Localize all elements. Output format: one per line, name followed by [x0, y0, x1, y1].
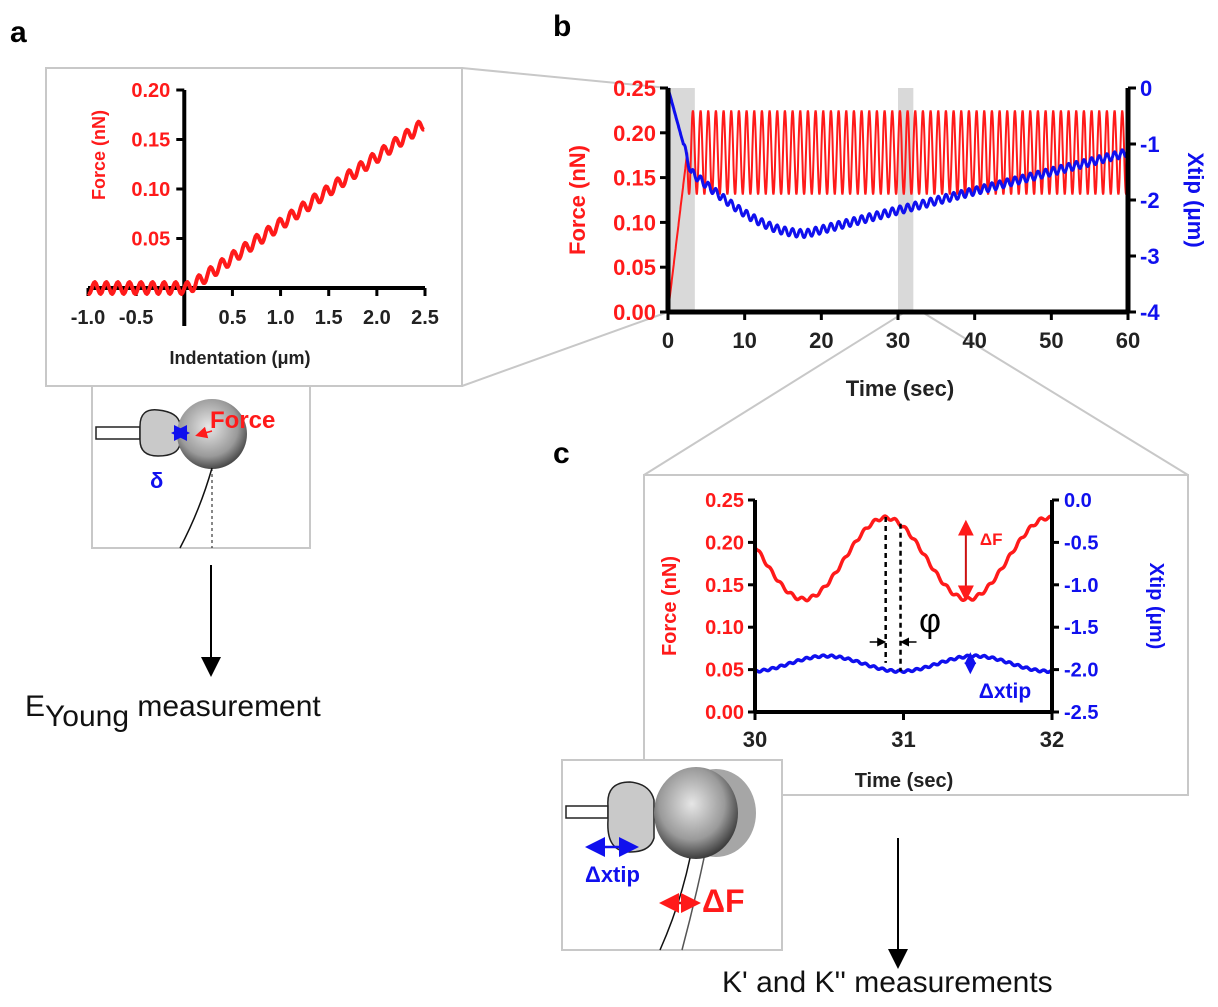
- c-ytick-label: 0.10: [705, 617, 744, 639]
- a-ylabel: Force (nN): [89, 110, 109, 200]
- connector-a-bottom: [461, 311, 669, 387]
- connector-a-top: [461, 67, 669, 89]
- c-ylabel-right: Xtip (μm): [1145, 563, 1167, 650]
- caption-a-suffix: measurement: [129, 690, 321, 723]
- c-ytick-label: 0.20: [705, 532, 744, 554]
- b-ytick-right-label: -2: [1140, 188, 1160, 213]
- cantilever-a: [179, 467, 213, 549]
- a-xtick-label: 0.5: [219, 307, 247, 329]
- b-xtick-label: 60: [1116, 328, 1140, 353]
- c-xtick-label: 30: [743, 727, 767, 752]
- cell-a: [139, 409, 181, 457]
- delta-label-a: δ: [150, 468, 163, 493]
- pipette-c: [565, 805, 609, 819]
- c-ytick-label: 0.25: [705, 490, 744, 512]
- a-ytick-label: 0.10: [131, 179, 170, 201]
- b-ytick-right-label: -4: [1140, 300, 1160, 325]
- panel-letter-a: a: [10, 16, 27, 49]
- c-ytick-right-label: -1.5: [1064, 617, 1098, 639]
- b-xtick-label: 30: [886, 328, 910, 353]
- chart-a: 0.05 0.10 0.15 0.20 -1.0 -0.5 0.5 1.0 1.5 2.0 2.5 I…: [71, 80, 439, 368]
- force-label-a: Force: [210, 407, 275, 434]
- connector-c-left: [643, 311, 906, 476]
- b-ytick-label: 0.10: [613, 210, 656, 235]
- c-ytick-label: 0.15: [705, 575, 744, 597]
- b-ylabel-right: Xtip (μm): [1183, 152, 1208, 247]
- c-ytick-label: 0.05: [705, 660, 744, 682]
- c-phi-label: φ: [919, 602, 941, 640]
- pipette-a: [95, 426, 141, 440]
- b-xtick-label: 20: [809, 328, 833, 353]
- c-ylabel: Force (nN): [659, 556, 681, 656]
- cell-c: [607, 781, 655, 853]
- c-xtip-series: [755, 653, 1053, 675]
- b-ytick-label: 0.15: [613, 166, 656, 191]
- c-dF-label: ΔF: [980, 530, 1003, 549]
- panel-a-frame: [45, 67, 463, 387]
- c-xtick-label: 32: [1040, 727, 1064, 752]
- b-xlabel: Time (sec): [846, 376, 954, 401]
- b-ytick-right-label: 0: [1140, 76, 1152, 101]
- zoom-connectors: [461, 67, 1189, 476]
- b-xtick-label: 50: [1039, 328, 1063, 353]
- bead-c: [654, 767, 738, 859]
- b-ytick-right-label: -3: [1140, 244, 1160, 269]
- connector-c-right: [921, 311, 1189, 476]
- bead-a: [177, 399, 247, 469]
- chart-b: 0.00 0.05 0.10 0.15 0.20 0.25 0 -1 -2 -3 -4 0 10 20 30…: [565, 76, 1208, 401]
- b-xtick-label: 0: [662, 328, 674, 353]
- chart-c: φ ΔF Δxtip 0.00 0.05 0.10 0.15 0.20 0.25 0.0 -0.5 -…: [659, 490, 1167, 792]
- a-force-series: [86, 119, 426, 296]
- schematic-c: Δxtip ΔF: [561, 759, 783, 951]
- a-xtick-label: -0.5: [119, 307, 153, 329]
- panel-letter-b: b: [553, 10, 571, 43]
- b-force-series: [667, 110, 1129, 313]
- a-xtick-label: 2.0: [363, 307, 391, 329]
- b-xtip-series: [666, 87, 1130, 240]
- c-dxtip-label: Δxtip: [979, 680, 1031, 703]
- caption-a-prefix: E: [25, 690, 46, 723]
- b-ytick-label: 0.05: [613, 255, 656, 280]
- force-arrow-a: [195, 426, 213, 439]
- panel-c-frame: [643, 474, 1189, 796]
- a-ytick-label: 0.05: [131, 229, 170, 251]
- b-xtick-label: 10: [732, 328, 756, 353]
- c-ytick-right-label: 0.0: [1064, 490, 1092, 512]
- c-ytick-right-label: -1.0: [1064, 575, 1098, 597]
- panel-letter-c: c: [553, 437, 570, 470]
- c-ytick-right-label: -0.5: [1064, 532, 1098, 554]
- a-xtick-label: 2.5: [411, 307, 439, 329]
- caption-a-sub: Young: [45, 700, 130, 733]
- a-xtick-label: 1.0: [267, 307, 295, 329]
- a-xlabel: Indentation (μm): [170, 348, 311, 368]
- schematic-a: Force δ: [91, 385, 311, 549]
- b-xtick-label: 40: [962, 328, 986, 353]
- a-xtick-label: 1.5: [315, 307, 343, 329]
- dF-label-schematic: ΔF: [702, 883, 745, 919]
- a-ytick-label: 0.15: [131, 130, 170, 152]
- caption-a: EYoung measurement: [25, 690, 321, 734]
- b-ytick-right-label: -1: [1140, 132, 1160, 157]
- c-ytick-right-label: -2.5: [1064, 702, 1098, 724]
- b-ytick-label: 0.00: [613, 300, 656, 325]
- a-ytick-label: 0.20: [131, 80, 170, 102]
- a-xtick-label: -1.0: [71, 307, 105, 329]
- c-xlabel: Time (sec): [855, 770, 954, 792]
- b-ytick-label: 0.20: [613, 121, 656, 146]
- c-ytick-label: 0.00: [705, 702, 744, 724]
- c-force-series: [753, 514, 1053, 603]
- c-ytick-right-label: -2.0: [1064, 660, 1098, 682]
- dxtip-label-schematic: Δxtip: [585, 862, 640, 887]
- b-ylabel: Force (nN): [565, 145, 590, 255]
- c-xtick-label: 31: [891, 727, 915, 752]
- b-ytick-label: 0.25: [613, 76, 656, 101]
- caption-c: K' and K'' measurements: [722, 966, 1053, 999]
